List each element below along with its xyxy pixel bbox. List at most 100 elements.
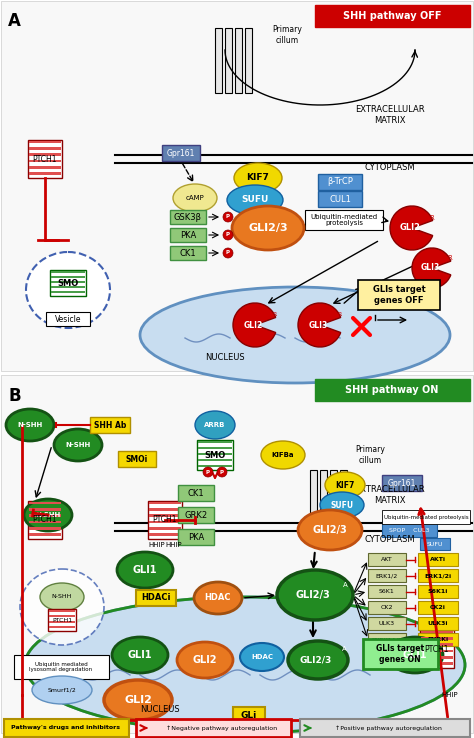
Text: GLI1: GLI1	[403, 650, 427, 660]
Text: SMOi: SMOi	[126, 455, 148, 463]
Bar	[51, 271, 85, 272]
Ellipse shape	[232, 206, 304, 250]
Bar	[178, 529, 214, 545]
Bar	[420, 538, 450, 550]
Ellipse shape	[223, 230, 233, 240]
Text: HDACi: HDACi	[141, 593, 171, 602]
Ellipse shape	[25, 597, 465, 733]
Bar	[136, 590, 176, 606]
Text: CK2i: CK2i	[430, 605, 446, 610]
Text: ARRB: ARRB	[204, 422, 226, 428]
Text: DYRK1A/B: DYRK1A/B	[371, 637, 402, 642]
Text: GLI1: GLI1	[133, 565, 157, 575]
Bar	[368, 553, 406, 566]
Text: GLI3: GLI3	[420, 263, 439, 272]
Bar	[310, 470, 317, 530]
Bar	[1, 375, 473, 733]
Text: ULK3: ULK3	[379, 621, 395, 626]
Bar	[421, 630, 453, 633]
Ellipse shape	[227, 185, 283, 215]
Text: Vesicle: Vesicle	[55, 314, 81, 323]
Bar	[49, 610, 75, 612]
Bar	[382, 510, 470, 524]
Text: S6K1i: S6K1i	[428, 589, 448, 594]
Bar	[49, 626, 75, 628]
Text: AKT: AKT	[381, 557, 393, 562]
Ellipse shape	[240, 643, 284, 671]
Text: SUFU: SUFU	[330, 500, 354, 509]
Text: Primary
cillum: Primary cillum	[272, 25, 302, 45]
Bar	[418, 569, 458, 582]
Ellipse shape	[194, 582, 242, 614]
Text: P: P	[220, 469, 224, 475]
Ellipse shape	[195, 411, 235, 439]
Bar	[421, 662, 453, 665]
Bar	[320, 470, 327, 530]
Bar	[197, 440, 233, 470]
Text: CK1: CK1	[180, 249, 196, 258]
Text: SPOP    CUL3: SPOP CUL3	[389, 528, 429, 533]
Bar	[149, 514, 181, 517]
Bar	[51, 281, 85, 283]
Ellipse shape	[217, 467, 227, 477]
Bar	[149, 502, 181, 504]
Bar	[29, 508, 61, 511]
Bar	[198, 441, 232, 443]
Text: P: P	[226, 215, 230, 219]
Bar	[330, 470, 337, 530]
Text: P: P	[226, 250, 230, 255]
Text: PTCH1: PTCH1	[33, 516, 57, 525]
Text: R: R	[273, 312, 277, 317]
Ellipse shape	[140, 287, 450, 383]
Text: CK2: CK2	[381, 605, 393, 610]
Bar	[29, 520, 61, 523]
Text: N-SHH: N-SHH	[65, 442, 91, 448]
Bar	[421, 656, 453, 658]
Bar	[28, 140, 62, 178]
Bar	[178, 507, 214, 523]
Text: KIF7: KIF7	[246, 173, 269, 182]
Ellipse shape	[173, 184, 217, 212]
Bar	[51, 292, 85, 294]
Text: Smurf1/2: Smurf1/2	[47, 688, 76, 692]
Bar	[235, 28, 242, 93]
Text: PTCH1: PTCH1	[153, 516, 177, 525]
Wedge shape	[412, 248, 451, 288]
Bar	[420, 630, 454, 668]
Text: EXTRACELLULAR
MATRIX: EXTRACELLULAR MATRIX	[355, 486, 425, 505]
Bar	[382, 523, 437, 537]
Bar	[149, 508, 181, 511]
Text: GSK3β: GSK3β	[174, 213, 202, 221]
Bar	[418, 553, 458, 566]
Bar	[49, 615, 75, 617]
Bar	[51, 276, 85, 277]
Text: R: R	[447, 255, 452, 261]
Text: N-SHH: N-SHH	[18, 422, 43, 428]
Text: GLI2: GLI2	[400, 224, 420, 232]
Bar	[170, 246, 206, 260]
Ellipse shape	[112, 637, 168, 673]
Bar	[136, 719, 291, 737]
Bar	[148, 501, 182, 539]
Bar	[300, 719, 470, 737]
Text: CUL1: CUL1	[329, 195, 351, 204]
Bar	[29, 140, 61, 143]
Text: HHIP: HHIP	[165, 542, 182, 548]
Text: GLI3: GLI3	[309, 320, 328, 329]
Bar	[49, 621, 75, 623]
Bar	[318, 191, 362, 207]
Bar	[90, 417, 130, 433]
Text: ↑Positive pathway autoregulation: ↑Positive pathway autoregulation	[335, 725, 441, 731]
Ellipse shape	[20, 569, 104, 645]
Text: Ubiquitin-mediated proteolysis: Ubiquitin-mediated proteolysis	[383, 514, 468, 520]
Ellipse shape	[177, 642, 233, 678]
Text: N-SHH: N-SHH	[52, 595, 72, 599]
Text: PKA: PKA	[180, 230, 196, 240]
Ellipse shape	[325, 472, 365, 498]
Ellipse shape	[40, 583, 84, 611]
Bar	[29, 172, 61, 175]
Bar	[215, 28, 222, 93]
Text: PTCH1: PTCH1	[425, 644, 449, 654]
Text: KIF7: KIF7	[335, 480, 355, 489]
Text: PTCH1: PTCH1	[33, 154, 57, 164]
